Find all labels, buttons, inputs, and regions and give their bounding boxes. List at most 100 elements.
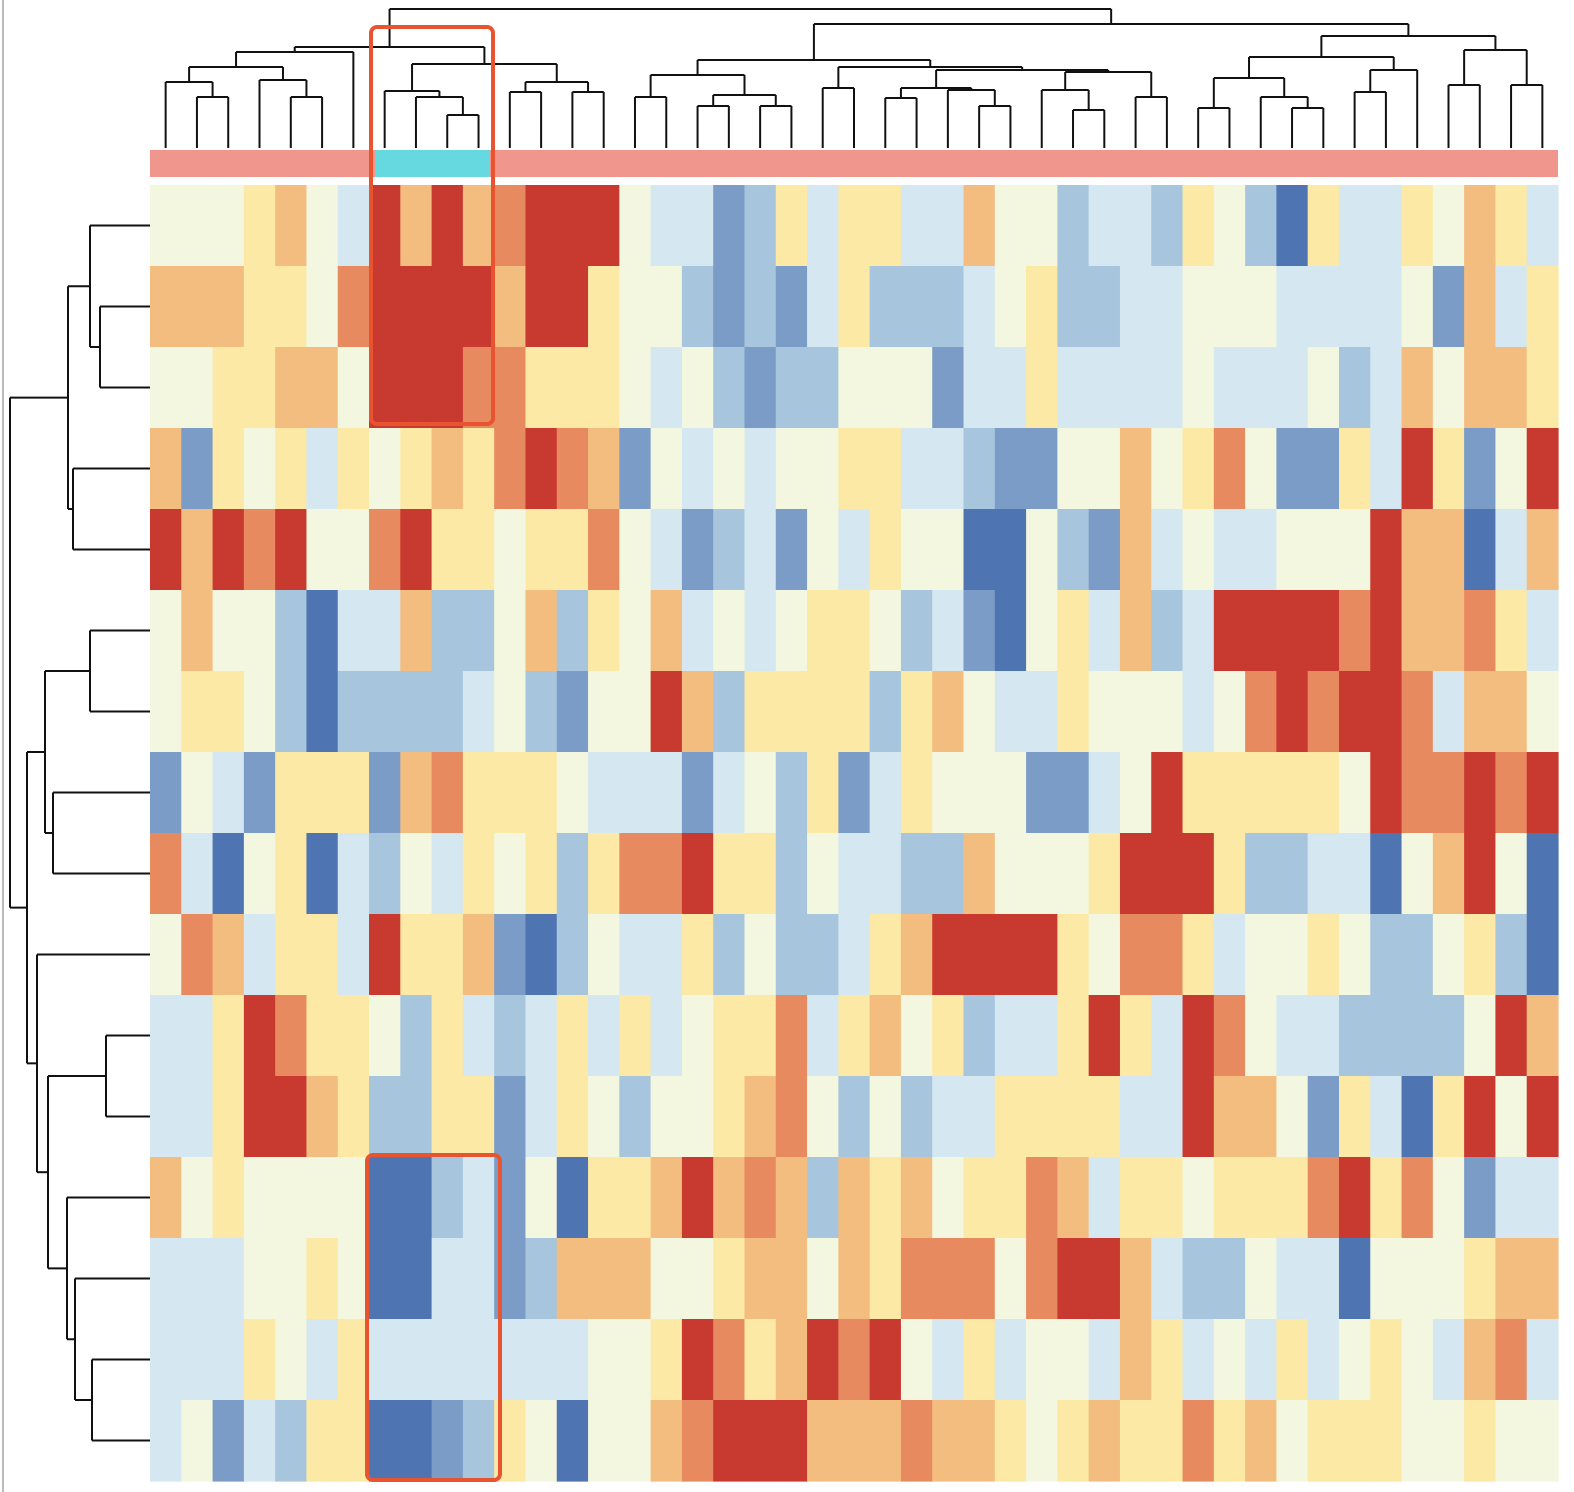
heatmap-cell [306,1400,339,1482]
heatmap-cell [556,347,589,429]
heatmap-cell [212,752,245,834]
heatmap-cell [744,752,777,834]
heatmap-cell [1119,1238,1152,1320]
heatmap-cell [462,1076,495,1158]
heatmap-cell [588,752,620,834]
heatmap-cell [525,752,558,834]
heatmap-cell [400,1319,433,1401]
heatmap-cell [1119,1076,1152,1158]
heatmap-cell [1182,752,1215,834]
heatmap-cell [275,833,308,915]
heatmap-cell [807,1157,839,1239]
heatmap-cell [713,428,746,510]
heatmap-cell [619,1400,652,1482]
heatmap-cell [275,1238,308,1320]
heatmap-cell [681,266,714,348]
heatmap-cell [775,590,808,672]
heatmap-cell [1245,347,1277,429]
heatmap-cell [525,1076,558,1158]
heatmap-cell [775,833,808,915]
heatmap-cell [1213,1238,1246,1320]
heatmap-cell [900,590,933,672]
heatmap-cell [807,1238,839,1320]
heatmap-cell [932,266,965,348]
heatmap-cell [1026,428,1058,510]
heatmap-cell [1151,1076,1184,1158]
heatmap-cell [400,428,433,510]
heatmap-cell [1182,347,1215,429]
heatmap-cell [1119,590,1152,672]
heatmap-cell [869,914,902,996]
heatmap-cell [1526,1238,1559,1320]
heatmap-cell [150,1076,182,1158]
heatmap-cell [1370,1076,1403,1158]
heatmap-cell [713,347,746,429]
heatmap-cell [431,1238,464,1320]
heatmap-cell [994,185,1027,267]
heatmap-cell [900,1400,933,1482]
heatmap-cell [588,1400,620,1482]
heatmap-cell [400,266,433,348]
heatmap-cell [838,590,871,672]
heatmap-cells [150,185,1559,1482]
heatmap-cell [275,752,308,834]
heatmap-cell [1401,752,1434,834]
heatmap-cell [1526,1076,1559,1158]
heatmap-cell [1526,185,1559,267]
heatmap-cell [369,995,401,1077]
heatmap-cell [588,347,620,429]
heatmap-cell [1526,347,1559,429]
heatmap-cell [1526,1157,1559,1239]
heatmap-cell [525,1400,558,1482]
heatmap-cell [744,1157,777,1239]
heatmap-cell [243,590,276,672]
heatmap-cell [1213,833,1246,915]
heatmap-cell [1245,1157,1277,1239]
heatmap-cell [1401,995,1434,1077]
heatmap-cell [619,590,652,672]
heatmap-cell [556,266,589,348]
heatmap-cell [369,833,401,915]
heatmap-cell [775,1238,808,1320]
heatmap-cell [431,1076,464,1158]
heatmap-cell [1432,347,1465,429]
heatmap-cell [212,914,245,996]
heatmap-cell [1276,752,1309,834]
heatmap-cell [181,671,214,753]
heatmap-cell [181,995,214,1077]
heatmap-cell [932,995,965,1077]
heatmap-cell [1338,590,1371,672]
heatmap-cell [1213,995,1246,1077]
heatmap-cell [1401,914,1434,996]
heatmap-cell [556,509,589,591]
heatmap-cell [212,833,245,915]
heatmap-cell [1464,1400,1497,1482]
heatmap-cell [963,428,996,510]
heatmap-cell [1276,671,1309,753]
heatmap-cell [588,185,620,267]
heatmap-cell [744,509,777,591]
heatmap-cell [1026,752,1058,834]
heatmap-cell [275,347,308,429]
heatmap-cell [1526,266,1559,348]
heatmap-cell [275,590,308,672]
heatmap-cell [1464,347,1497,429]
heatmap-cell [1307,1157,1340,1239]
heatmap-cell [337,185,370,267]
heatmap-cell [212,428,245,510]
heatmap-cell [1151,752,1184,834]
heatmap-cell [994,266,1027,348]
heatmap-cell [275,185,308,267]
heatmap-cell [775,995,808,1077]
heatmap-cell [1401,1319,1434,1401]
heatmap-cell [212,1238,245,1320]
heatmap-cell [838,914,871,996]
heatmap-cell [713,1238,746,1320]
heatmap-cell [494,347,527,429]
heatmap-cell [1526,590,1559,672]
heatmap-cell [588,914,620,996]
heatmap-cell [1307,671,1340,753]
heatmap-cell [994,1157,1027,1239]
heatmap-cell [462,995,495,1077]
heatmap-cell [900,1238,933,1320]
